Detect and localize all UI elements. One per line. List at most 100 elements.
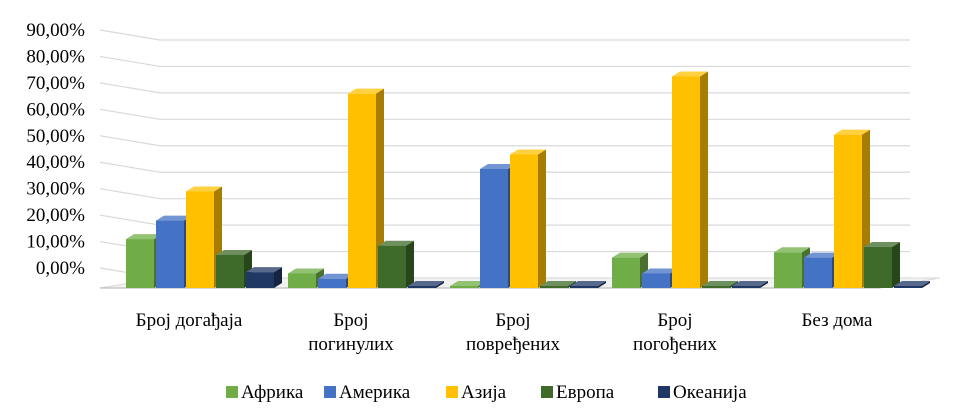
bar-top — [834, 129, 870, 135]
legend-swatch — [226, 386, 238, 398]
category-label: Број — [333, 310, 368, 331]
y-tick-label: 10,00% — [26, 232, 85, 253]
gridline-wall — [99, 82, 161, 94]
category-label: Број — [657, 310, 692, 331]
bar-top — [450, 281, 486, 286]
bar-side — [436, 281, 444, 288]
bar — [540, 286, 568, 288]
gridline-wall — [99, 29, 161, 41]
bar — [318, 278, 346, 288]
bar-top — [864, 242, 900, 248]
bar — [894, 286, 922, 288]
bar-side — [406, 240, 414, 288]
legend-label: Европа — [556, 382, 615, 403]
gridline-wall — [99, 135, 161, 147]
bar-side — [376, 88, 384, 288]
bar — [804, 257, 832, 288]
bar — [348, 93, 376, 288]
bar-top — [510, 149, 546, 155]
bar-top — [642, 268, 678, 274]
category-label: Без дома — [802, 310, 874, 331]
bar-top — [288, 268, 324, 274]
bar-side — [760, 281, 768, 288]
y-tick-label: 20,00% — [26, 205, 85, 226]
bar-top — [126, 234, 162, 240]
bar — [156, 220, 184, 288]
bar-top — [804, 252, 840, 258]
bar — [288, 273, 316, 288]
bar-side — [700, 71, 708, 288]
y-tick-label: 40,00% — [26, 152, 85, 173]
bar-top — [702, 281, 738, 286]
gridline-wall — [99, 188, 161, 200]
bar-side — [598, 281, 606, 288]
legend-label: Америка — [339, 382, 411, 403]
category-label: погођених — [633, 334, 717, 355]
y-tick-label: 70,00% — [26, 73, 85, 94]
y-tick-label: 80,00% — [26, 46, 85, 67]
bar — [612, 257, 640, 288]
legend: Африка Америка Азија Европа Океанија — [226, 382, 747, 403]
bar — [864, 247, 892, 288]
bar — [480, 169, 508, 288]
bar-top — [378, 240, 414, 246]
x-axis-category-labels: Број догађаја Број погинулих Број повређених… — [136, 310, 873, 355]
y-tick-label: 30,00% — [26, 179, 85, 200]
bar-top — [540, 281, 576, 286]
bar-top — [480, 164, 516, 169]
bar-top — [570, 281, 606, 286]
gridline-wall — [99, 55, 161, 68]
bar-side — [538, 149, 546, 288]
bar-top — [348, 88, 384, 94]
bar — [378, 245, 406, 288]
bar — [450, 286, 478, 288]
legend-swatch — [658, 386, 670, 398]
bar — [186, 191, 214, 288]
bar — [834, 134, 862, 288]
bar-top — [318, 273, 354, 279]
category-label: Број догађаја — [136, 310, 243, 331]
bar — [570, 286, 598, 288]
gridline-wall — [99, 108, 161, 120]
bar-top — [894, 281, 930, 286]
bar — [510, 154, 538, 288]
bar-side — [922, 281, 930, 288]
bar — [702, 286, 730, 288]
bar-top — [774, 247, 810, 253]
bar-top — [732, 281, 768, 286]
bar — [732, 286, 760, 288]
legend-label: Океанија — [673, 382, 747, 403]
bar-top — [246, 267, 282, 273]
bar — [642, 273, 670, 288]
bars — [126, 71, 930, 288]
gridline-wall — [99, 161, 161, 173]
bar — [408, 286, 436, 288]
bar-side — [274, 267, 282, 288]
bar-top — [672, 71, 708, 77]
y-axis-tick-labels: 0,00% 10,00% 20,00% 30,00% 40,00% 50,00% 60,00… — [26, 20, 85, 279]
legend-swatch — [541, 386, 553, 398]
legend-label: Азија — [461, 382, 507, 403]
bar — [246, 272, 274, 288]
gridline-wall — [99, 214, 161, 226]
category-label: повређених — [466, 334, 561, 355]
bar — [216, 254, 244, 288]
bar-top — [612, 252, 648, 258]
bar-top — [216, 249, 252, 255]
y-tick-label: 50,00% — [26, 126, 85, 147]
category-label: погинулих — [308, 334, 394, 355]
y-tick-label: 60,00% — [26, 99, 85, 120]
bar-side — [892, 242, 900, 288]
bar — [126, 239, 154, 288]
legend-swatch — [324, 386, 336, 398]
y-tick-label: 90,00% — [26, 20, 85, 41]
legend-label: Африка — [241, 382, 304, 403]
y-tick-label: 0,00% — [36, 258, 85, 279]
bar-top — [156, 215, 192, 221]
category-label: Број — [495, 310, 530, 331]
bar — [672, 76, 700, 288]
bar — [774, 252, 802, 288]
bar-top — [186, 186, 222, 192]
bar-top — [408, 281, 444, 286]
